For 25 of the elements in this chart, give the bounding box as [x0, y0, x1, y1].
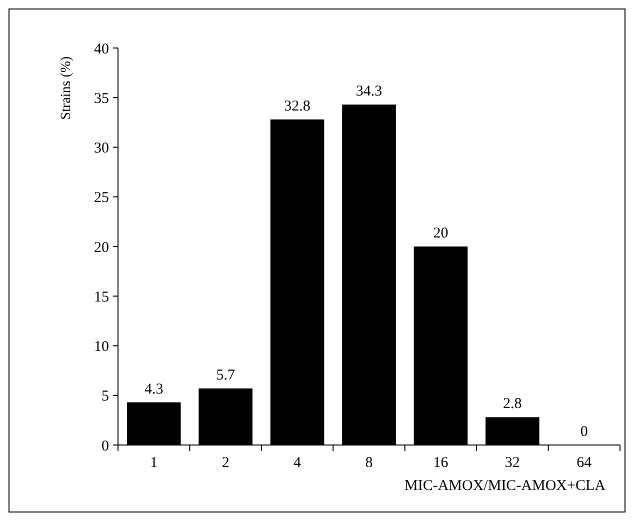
data-label: 2.8: [503, 396, 522, 412]
x-axis-title: MIC-AMOX/MIC-AMOX+CLA: [404, 478, 606, 494]
y-axis-title: Strains (%): [59, 56, 74, 120]
x-tick-label: 8: [365, 455, 373, 471]
data-label: 20: [433, 226, 448, 242]
y-tick-label: 20: [94, 240, 109, 256]
y-tick-label: 0: [102, 438, 109, 454]
y-tick-label: 35: [94, 90, 109, 107]
x-tick-label: 2: [222, 455, 230, 471]
x-tick-label: 32: [504, 455, 520, 471]
data-label: 34.3: [356, 84, 382, 100]
data-label: 4.3: [144, 381, 164, 398]
x-tick-label: 16: [433, 455, 449, 471]
y-tick-label: 10: [94, 339, 109, 355]
x-tick-label: 64: [576, 455, 592, 471]
y-tick-label: 25: [94, 190, 109, 206]
data-label: 5.7: [216, 367, 236, 384]
y-tick-label: 15: [94, 289, 109, 306]
data-label: 32.8: [284, 98, 310, 114]
y-tick-label: 30: [94, 140, 109, 156]
x-tick-label: 4: [294, 455, 302, 471]
data-label: 0: [580, 424, 588, 440]
y-tick-label: 40: [94, 41, 109, 58]
y-tick-label: 5: [102, 388, 109, 405]
x-tick-label: 1: [150, 455, 158, 471]
